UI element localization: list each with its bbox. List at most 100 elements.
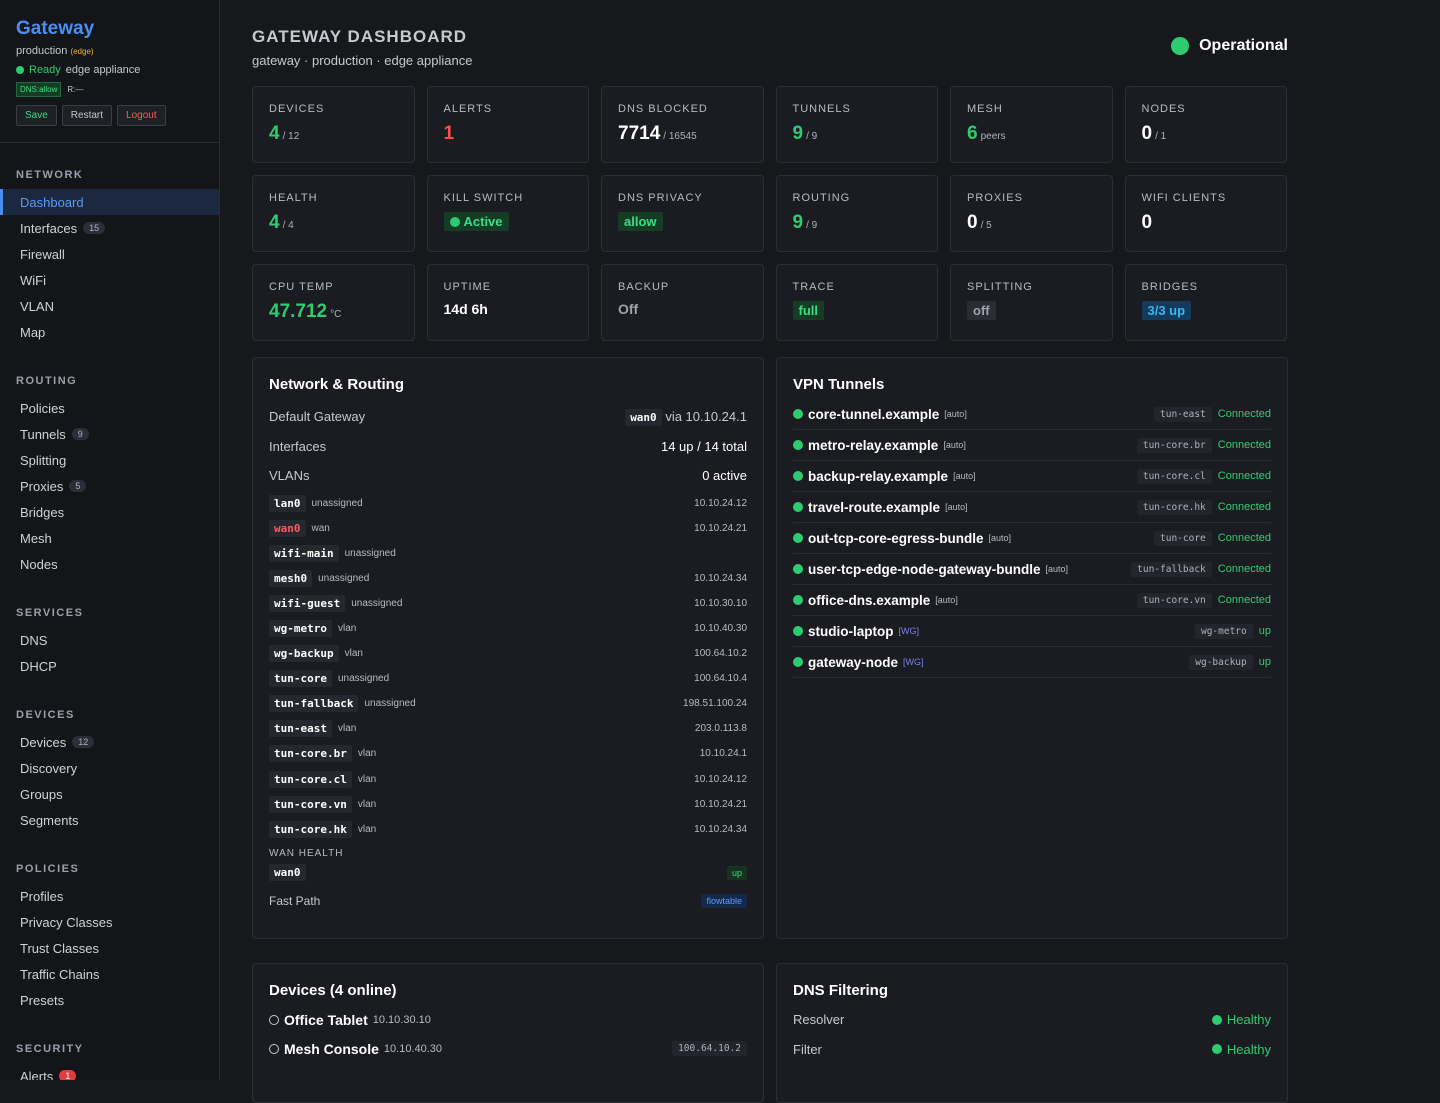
sidebar-item-badge: 15 (83, 222, 106, 234)
dns-status-label: Resolver (793, 1012, 845, 1028)
interface-row[interactable]: wg-metro vlan 10.10.40.30 (269, 616, 747, 641)
sidebar-item-tunnels[interactable]: Tunnels 9 (0, 421, 219, 447)
brand-title[interactable]: Gateway (16, 18, 95, 39)
tunnel-meta: tun-core.cl Connected (1136, 468, 1271, 484)
stat-cpu-temp[interactable]: CPU TEMP 47.712 °C (252, 264, 415, 341)
stat-devices[interactable]: DEVICES 4/ 12 (252, 86, 415, 163)
stat-wifi-clients[interactable]: WIFI CLIENTS 0 (1124, 175, 1287, 252)
device-ip: 10.10.40.30 (383, 1042, 443, 1055)
interface-row[interactable]: wg-backup vlan 100.64.10.2 (269, 641, 747, 666)
interface-row[interactable]: wifi-guest unassigned 10.10.30.10 (269, 591, 747, 616)
save-button[interactable]: Save (16, 105, 57, 126)
sidebar-item-label: Presets (20, 992, 65, 1008)
vpn-tunnel-row[interactable]: office-dns.example [auto] tun-core.vn Conne… (793, 585, 1271, 616)
device-row[interactable]: Office Tablet 10.10.30.10 (269, 1005, 747, 1034)
sidebar-item-proxies[interactable]: Proxies 5 (0, 473, 219, 499)
tunnel-kind: [auto] (944, 409, 967, 419)
sidebar-item-bridges[interactable]: Bridges (0, 499, 219, 525)
device-info: Office Tablet 10.10.30.10 (269, 1012, 431, 1028)
sidebar-item-dhcp[interactable]: DHCP (0, 653, 219, 679)
interface-row[interactable]: tun-core.cl vlan 10.10.24.12 (269, 767, 747, 792)
dns-status-label: Filter (793, 1041, 822, 1057)
sidebar-item-interfaces[interactable]: Interfaces 15 (0, 215, 219, 241)
stat-dns-blocked[interactable]: DNS BLOCKED 7714/ 16545 (601, 86, 764, 163)
interface-row[interactable]: mesh0 unassigned 10.10.24.34 (269, 566, 747, 591)
sidebar-item-presets[interactable]: Presets (0, 987, 219, 1013)
gateway-via: via 10.10.24.1 (665, 409, 747, 425)
vpn-tunnel-row[interactable]: out-tcp-core-egress-bundle [auto] tun-core… (793, 523, 1271, 554)
status-dot-icon (793, 502, 803, 512)
interface-row[interactable]: tun-core.br vlan 10.10.24.1 (269, 741, 747, 766)
restart-button[interactable]: Restart (61, 105, 113, 126)
stat-routing[interactable]: ROUTING 9/ 9 (775, 175, 938, 252)
operational-status: Operational (1171, 37, 1288, 55)
sidebar-item-nodes[interactable]: Nodes (0, 551, 219, 577)
sidebar-item-trust-classes[interactable]: Trust Classes (0, 935, 219, 961)
stat-mesh[interactable]: MESH 6 peers (950, 86, 1113, 163)
vpn-tunnel-row[interactable]: metro-relay.example [auto] tun-core.br Conn… (793, 430, 1271, 461)
device-row[interactable]: Mesh Console 10.10.40.30 100.64.10.2 (269, 1034, 747, 1063)
sidebar-item-policies[interactable]: Policies (0, 395, 219, 421)
sidebar-item-groups[interactable]: Groups (0, 781, 219, 807)
sidebar-item-dns[interactable]: DNS (0, 627, 219, 653)
stat-bridges[interactable]: BRIDGES 3/3 up (1124, 264, 1287, 341)
kill-switch-state: Active (463, 214, 503, 229)
sidebar-item-privacy-classes[interactable]: Privacy Classes (0, 909, 219, 935)
sidebar-item-devices[interactable]: Devices 12 (0, 729, 219, 755)
interface-ip: 10.10.24.21 (694, 522, 747, 534)
tunnel-meta: tun-core Connected (1154, 530, 1271, 546)
tunnel-kind: [auto] (1045, 564, 1069, 574)
stat-kill-switch[interactable]: KILL SWITCH Active (426, 175, 589, 252)
sidebar-item-dashboard[interactable]: Dashboard (0, 189, 219, 215)
interface-row[interactable]: wifi-main unassigned (269, 541, 747, 566)
interface-info: tun-core.hk vlan (269, 820, 376, 838)
interface-row[interactable]: tun-core.hk vlan 10.10.24.34 (269, 817, 747, 842)
gateway-iface: wan0 (625, 409, 662, 427)
vpn-tunnel-row[interactable]: backup-relay.example [auto] tun-core.cl Con… (793, 461, 1271, 492)
interface-info: lan0 unassigned (269, 494, 363, 512)
stat-label: HEALTH (269, 192, 318, 204)
vpn-tunnel-row[interactable]: gateway-node [WG] wg-backup up (793, 647, 1271, 678)
vpn-tunnel-row[interactable]: studio-laptop [WG] wg-metro up (793, 616, 1271, 647)
interface-info: tun-core unassigned (269, 670, 389, 688)
stat-nodes[interactable]: NODES 0/ 1 (1124, 86, 1287, 163)
interface-row[interactable]: tun-fallback unassigned 198.51.100.24 (269, 691, 747, 716)
sidebar-item-segments[interactable]: Segments (0, 807, 219, 833)
sidebar-item-label: Firewall (20, 246, 65, 262)
stat-trace[interactable]: TRACE full (775, 264, 938, 341)
stat-backup[interactable]: BACKUP Off (601, 264, 764, 341)
sidebar-item-firewall[interactable]: Firewall (0, 241, 219, 267)
sidebar-item-splitting[interactable]: Splitting (0, 447, 219, 473)
status-dot-icon (793, 626, 803, 636)
stat-proxies[interactable]: PROXIES 0/ 5 (950, 175, 1113, 252)
interface-row[interactable]: lan0 unassigned 10.10.24.12 (269, 491, 747, 516)
sidebar-item-map[interactable]: Map (0, 319, 219, 345)
vpn-tunnel-row[interactable]: travel-route.example [auto] tun-core.hk Con… (793, 492, 1271, 523)
sidebar-item-discovery[interactable]: Discovery (0, 755, 219, 781)
vpn-tunnel-row[interactable]: core-tunnel.example [auto] tun-east Connect… (793, 399, 1271, 430)
interface-row[interactable]: tun-core.vn vlan 10.10.24.21 (269, 792, 747, 817)
sidebar-item-wifi[interactable]: WiFi (0, 267, 219, 293)
stat-alerts[interactable]: ALERTS 1 (426, 86, 589, 163)
interface-row[interactable]: tun-core unassigned 100.64.10.4 (269, 666, 747, 691)
stat-number: 4 (269, 212, 280, 233)
sidebar-item-label: Discovery (20, 760, 78, 776)
vpn-tunnel-row[interactable]: user-tcp-edge-node-gateway-bundle [auto] t… (793, 554, 1271, 585)
stat-uptime[interactable]: UPTIME 14d 6h (426, 264, 589, 341)
sidebar-item-alerts[interactable]: Alerts 1 (0, 1063, 219, 1080)
interface-ip: 100.64.10.4 (694, 673, 747, 685)
stat-tunnels[interactable]: TUNNELS 9/ 9 (775, 86, 938, 163)
interface-row[interactable]: tun-east vlan 203.0.113.8 (269, 716, 747, 741)
logout-button[interactable]: Logout (117, 105, 166, 126)
sidebar-item-traffic-chains[interactable]: Traffic Chains (0, 961, 219, 987)
sidebar-item-profiles[interactable]: Profiles (0, 883, 219, 909)
sidebar-item-vlan[interactable]: VLAN (0, 293, 219, 319)
stat-dns-privacy[interactable]: DNS PRIVACY allow (601, 175, 764, 252)
sidebar-item-mesh[interactable]: Mesh (0, 525, 219, 551)
tunnel-interface: tun-fallback (1131, 561, 1212, 577)
interface-info: tun-fallback unassigned (269, 695, 416, 713)
stat-health[interactable]: HEALTH 4/ 4 (252, 175, 415, 252)
stat-splitting[interactable]: SPLITTING off (950, 264, 1113, 341)
interface-row[interactable]: wan0 wan 10.10.24.21 (269, 516, 747, 541)
nav-heading: POLICIES (16, 863, 80, 875)
